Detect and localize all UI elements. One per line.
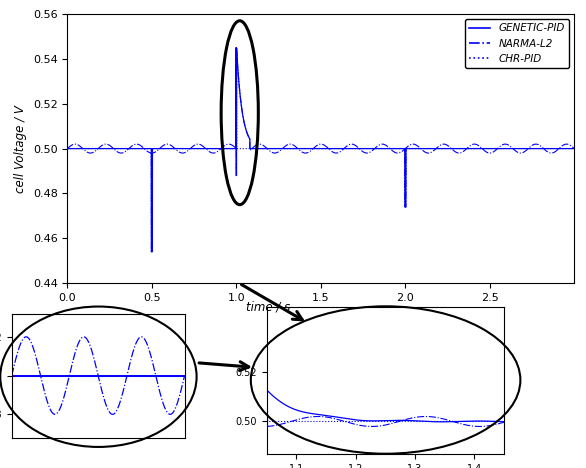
Y-axis label: cell Voltage / V: cell Voltage / V xyxy=(14,105,27,192)
Text: time / s: time / s xyxy=(246,300,291,313)
Legend: GENETIC-PID, NARMA-L2, CHR-PID: GENETIC-PID, NARMA-L2, CHR-PID xyxy=(465,19,569,68)
